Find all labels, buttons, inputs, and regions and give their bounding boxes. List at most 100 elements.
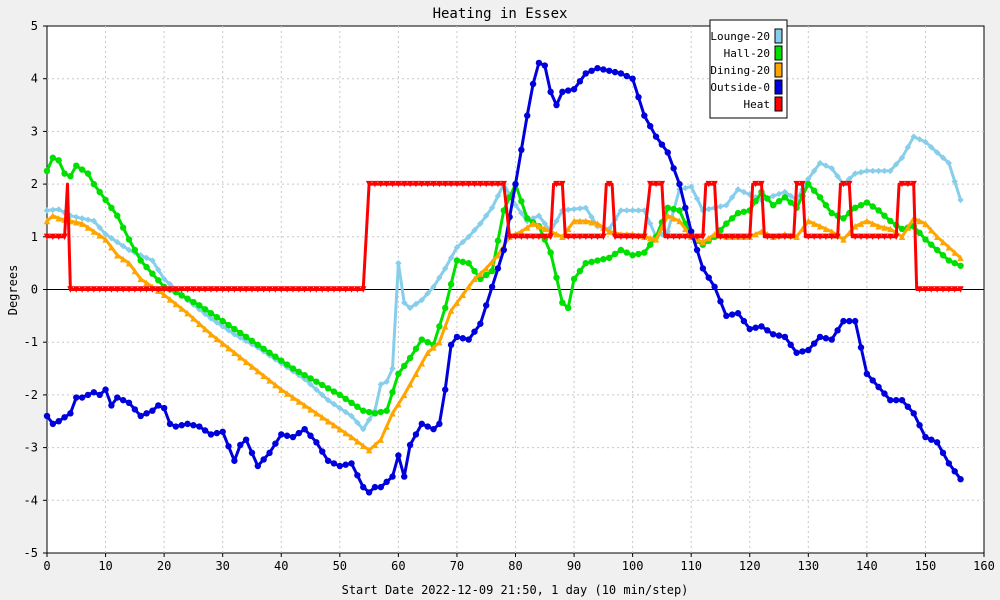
data-point (471, 267, 478, 275)
data-point (155, 286, 162, 293)
data-point (781, 333, 789, 341)
data-point (55, 215, 62, 222)
data-point (553, 217, 560, 225)
data-point (851, 204, 859, 212)
data-point (96, 224, 103, 231)
data-point (805, 180, 812, 188)
data-point (102, 230, 109, 238)
data-point (365, 489, 373, 496)
data-point (723, 233, 730, 240)
data-point (805, 346, 812, 354)
data-point (348, 460, 355, 467)
data-point (213, 335, 221, 343)
data-point (687, 183, 695, 190)
data-point (389, 410, 396, 417)
data-point (582, 233, 589, 240)
legend-box (709, 19, 788, 119)
data-point (143, 286, 150, 293)
data-point (108, 286, 115, 293)
data-point (635, 93, 642, 101)
data-point (664, 204, 671, 212)
data-point (442, 304, 449, 312)
data-point (442, 265, 449, 272)
data-point (383, 407, 390, 414)
data-point (611, 250, 619, 258)
data-point (916, 136, 923, 143)
data-point (881, 233, 888, 240)
y-tick-label: 0 (31, 283, 38, 297)
data-point (84, 216, 92, 223)
data-point (670, 205, 677, 213)
data-point (728, 311, 736, 318)
data-point (851, 233, 859, 240)
data-point (793, 180, 800, 188)
data-point (617, 207, 625, 214)
data-point (869, 233, 876, 240)
data-point (769, 192, 777, 200)
data-point (600, 66, 607, 73)
data-point (108, 204, 115, 212)
data-point (459, 180, 466, 188)
data-point (406, 381, 414, 388)
data-point (406, 180, 414, 188)
data-point (336, 425, 344, 433)
legend-swatch (774, 96, 783, 112)
data-point (436, 339, 443, 346)
data-point (699, 233, 707, 240)
data-point (377, 436, 385, 443)
data-point (822, 201, 830, 209)
data-point (430, 180, 437, 188)
data-point (213, 429, 221, 437)
data-point (723, 312, 730, 320)
data-point (682, 204, 689, 212)
data-point (922, 286, 929, 293)
data-point (840, 215, 847, 222)
data-point (933, 149, 941, 156)
data-point (383, 478, 390, 486)
data-point (652, 236, 660, 243)
data-point (805, 175, 812, 183)
data-point (260, 372, 267, 379)
data-point (424, 423, 431, 430)
data-point (360, 286, 367, 293)
data-point (471, 275, 478, 283)
data-point (231, 331, 238, 338)
data-point (301, 286, 308, 293)
data-point (219, 428, 226, 435)
data-point (301, 425, 308, 433)
x-tick-label: 0 (43, 559, 50, 573)
data-point (61, 170, 68, 177)
data-point (242, 436, 250, 443)
data-point (863, 167, 871, 175)
data-point (887, 167, 894, 175)
data-point (506, 233, 513, 240)
data-point (822, 225, 830, 233)
data-point (453, 257, 461, 264)
data-point (248, 286, 256, 293)
data-point (301, 371, 308, 379)
data-point (459, 238, 466, 246)
data-point (389, 180, 396, 188)
data-point (342, 395, 349, 403)
data-point (160, 286, 168, 293)
data-point (881, 212, 888, 219)
data-point (125, 286, 133, 293)
data-point (190, 298, 197, 306)
data-point (43, 207, 51, 214)
data-point (406, 441, 414, 449)
data-point (933, 286, 941, 293)
data-point (892, 161, 900, 168)
data-point (670, 165, 677, 172)
data-point (61, 414, 68, 421)
data-point (295, 398, 303, 405)
data-point (611, 233, 619, 240)
data-point (447, 254, 455, 262)
data-point (278, 431, 285, 438)
data-point (477, 275, 484, 283)
data-point (43, 412, 51, 420)
data-point (734, 186, 742, 193)
data-point (682, 233, 689, 240)
data-point (260, 286, 267, 293)
data-point (553, 180, 560, 188)
data-point (418, 360, 425, 367)
